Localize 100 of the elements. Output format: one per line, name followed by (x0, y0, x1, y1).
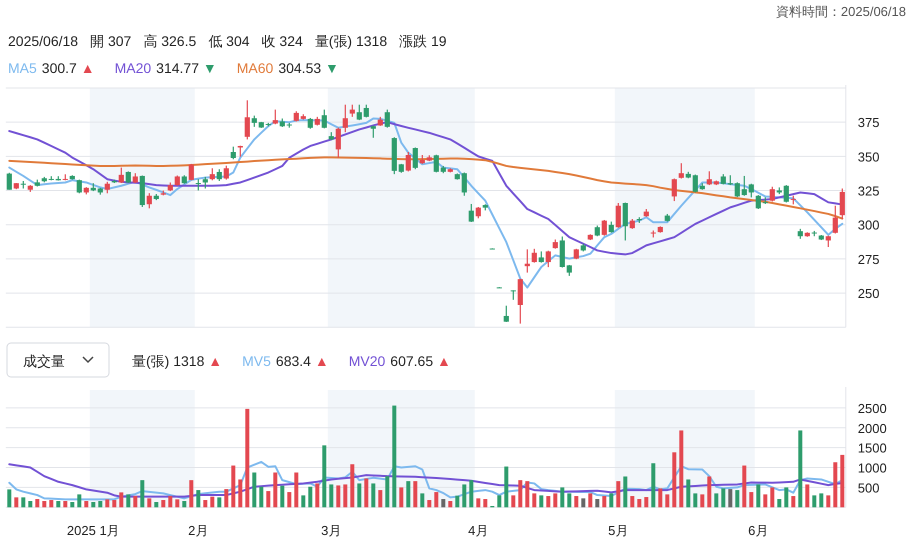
candlestick (188, 163, 194, 181)
text: 開 307 (90, 33, 132, 49)
bar (791, 496, 796, 508)
candlestick (336, 127, 341, 158)
bar (756, 484, 760, 508)
bar (392, 406, 396, 508)
bar (742, 466, 746, 508)
bar (357, 483, 362, 508)
candlestick (6, 172, 12, 190)
bar (728, 489, 732, 508)
y-tick-label: 375 (858, 115, 880, 130)
bar (287, 492, 292, 508)
bar (231, 466, 236, 508)
text: MA60 (236, 60, 274, 76)
bar (707, 476, 712, 508)
bar (651, 463, 656, 508)
bar (644, 497, 648, 508)
bar (329, 484, 334, 508)
bar (126, 494, 130, 508)
candlestick (244, 100, 250, 140)
bar (42, 501, 46, 508)
candlestick (650, 230, 656, 238)
bar (119, 492, 124, 508)
bar (630, 496, 634, 508)
y-tick-label: 275 (858, 252, 880, 267)
bar (98, 501, 102, 508)
bar (266, 491, 270, 508)
candlestick (272, 109, 278, 125)
candlestick (840, 188, 845, 220)
bar (182, 501, 186, 508)
x-tick-label: 6月 (748, 523, 768, 538)
candlestick (196, 178, 201, 192)
bar (777, 499, 782, 508)
candlestick (384, 109, 390, 128)
y-tick-label: 1000 (858, 460, 887, 476)
y-tick-label: 2500 (858, 400, 887, 416)
y-tick-label: 350 (858, 149, 880, 164)
bar (693, 493, 698, 508)
x-tick-label: 4月 (468, 523, 488, 538)
y-tick-label: 325 (858, 184, 880, 199)
bar (539, 495, 544, 508)
candlestick (552, 238, 558, 250)
bar (434, 492, 438, 508)
bar (196, 490, 200, 508)
candlestick (342, 104, 348, 133)
bar (280, 486, 284, 508)
bar (504, 466, 508, 508)
bar (567, 493, 572, 508)
bar (189, 480, 194, 508)
candlestick (546, 250, 551, 268)
text: 成交量 (23, 353, 65, 369)
bar (672, 452, 676, 508)
text: 683.4 ▲ (276, 353, 329, 369)
text: 收 324 (262, 33, 303, 49)
candlestick (538, 250, 544, 264)
text: 量(張) 1318 ▲ (132, 353, 222, 369)
candlestick (812, 230, 817, 237)
bar (805, 484, 810, 508)
bar (658, 488, 662, 508)
text: 314.77 ▼ (156, 60, 217, 76)
bar (322, 445, 326, 508)
bar (546, 496, 550, 508)
candlestick (412, 146, 418, 170)
bar (203, 500, 208, 508)
bar (483, 499, 488, 508)
bar (315, 483, 320, 508)
bar (21, 497, 26, 508)
bar (819, 493, 824, 508)
candlestick (608, 221, 614, 234)
candlestick (524, 248, 530, 274)
candlestick (76, 179, 82, 194)
bar (378, 490, 382, 508)
text: 300.7 ▲ (42, 60, 95, 76)
bar (273, 472, 278, 508)
candlestick (832, 205, 838, 234)
bar (476, 498, 480, 508)
bar (532, 493, 536, 508)
candlestick (20, 180, 26, 190)
bar (28, 501, 32, 508)
bar (14, 497, 18, 508)
candlestick (630, 218, 635, 230)
bar (511, 495, 516, 508)
bar (497, 495, 502, 508)
bar (7, 489, 12, 508)
bar (616, 481, 620, 508)
bar (623, 476, 628, 508)
bar (686, 479, 690, 508)
candlestick (118, 166, 124, 184)
bar (343, 484, 348, 508)
candlestick (308, 117, 313, 130)
bar (784, 487, 788, 508)
bar (154, 502, 158, 508)
bar (833, 462, 838, 508)
bar (301, 495, 306, 508)
bar (812, 495, 816, 508)
bar (161, 500, 166, 508)
bar (385, 476, 390, 508)
bar (413, 481, 418, 508)
text: MV20 (348, 353, 386, 369)
bar (735, 490, 740, 508)
